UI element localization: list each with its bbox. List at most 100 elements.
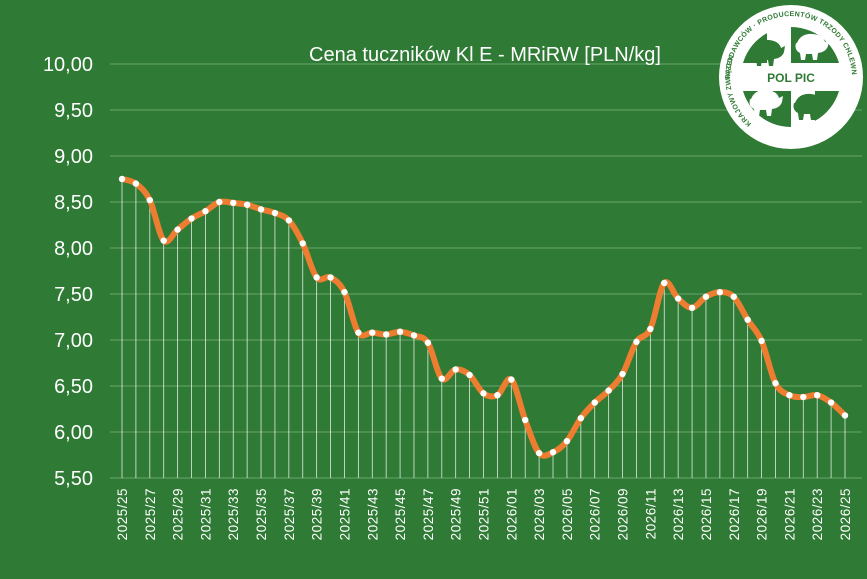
data-point bbox=[202, 208, 209, 215]
x-tick-label: 2025/51 bbox=[477, 488, 492, 540]
data-point bbox=[313, 274, 320, 281]
y-tick-label: 10,00 bbox=[43, 54, 93, 76]
data-point bbox=[577, 415, 585, 422]
x-tick-label: 2025/29 bbox=[171, 488, 186, 540]
x-tick-label: 2026/25 bbox=[838, 488, 853, 540]
x-tick-label: 2026/17 bbox=[727, 488, 742, 540]
x-tick-label: 2026/07 bbox=[588, 488, 603, 540]
y-tick-label: 5,50 bbox=[54, 468, 93, 490]
polpic-logo: POL PIC PRACODAWCÓW · PRODUCENTÓW TRZODY… bbox=[719, 5, 863, 149]
data-point bbox=[758, 337, 765, 345]
y-tick-label: 6,00 bbox=[54, 422, 93, 444]
chart-title: Cena tuczników Kl E - MRiRW [PLN/kg] bbox=[309, 44, 661, 66]
data-point bbox=[744, 316, 751, 323]
x-tick-label: 2026/01 bbox=[504, 488, 519, 540]
data-point bbox=[396, 328, 404, 335]
x-tick-label: 2025/47 bbox=[421, 488, 436, 540]
data-point bbox=[355, 329, 362, 336]
x-tick-label: 2025/39 bbox=[310, 488, 325, 540]
data-point bbox=[549, 449, 557, 456]
pig-icon-bottom-right bbox=[793, 93, 827, 120]
data-points bbox=[118, 175, 849, 457]
data-point bbox=[688, 304, 696, 311]
x-tick-label: 2025/35 bbox=[254, 488, 269, 540]
data-point bbox=[410, 332, 418, 339]
x-tick-label: 2026/23 bbox=[810, 488, 825, 540]
x-tick-label: 2025/25 bbox=[115, 488, 130, 540]
data-point bbox=[188, 215, 195, 222]
data-point bbox=[160, 237, 167, 244]
data-point bbox=[800, 393, 807, 401]
x-tick-label: 2026/09 bbox=[616, 488, 631, 540]
y-tick-label: 8,50 bbox=[54, 192, 93, 214]
x-tick-label: 2025/43 bbox=[365, 488, 380, 540]
data-point bbox=[633, 338, 640, 346]
data-point bbox=[494, 392, 501, 399]
x-tick-label: 2026/05 bbox=[560, 488, 575, 540]
y-tick-label: 9,50 bbox=[54, 100, 93, 122]
x-tick-label: 2025/49 bbox=[449, 488, 464, 540]
data-point bbox=[424, 339, 432, 346]
data-point bbox=[674, 295, 682, 302]
pig-icon-bottom-left bbox=[749, 89, 783, 116]
pig-icon-top-left bbox=[751, 39, 785, 66]
drop-lines bbox=[121, 179, 846, 478]
data-point bbox=[299, 240, 306, 247]
data-point bbox=[827, 399, 835, 406]
data-point bbox=[563, 438, 571, 445]
x-tick-label: 2025/41 bbox=[337, 488, 352, 540]
y-tick-label: 7,00 bbox=[54, 330, 93, 352]
data-point bbox=[327, 274, 334, 281]
x-tick-label: 2025/45 bbox=[393, 488, 408, 540]
y-tick-label: 9,00 bbox=[54, 146, 93, 168]
data-point bbox=[591, 399, 598, 406]
data-point bbox=[772, 380, 779, 387]
data-point bbox=[813, 392, 821, 399]
data-point bbox=[382, 331, 390, 338]
logo-band bbox=[741, 63, 841, 91]
x-axis-ticks: 2025/25 2025/27 2025/29 2025/31 2025/33 2025/… bbox=[115, 488, 853, 540]
data-point bbox=[257, 206, 265, 213]
y-tick-label: 7,50 bbox=[54, 284, 93, 306]
x-tick-label: 2026/11 bbox=[643, 488, 658, 539]
y-axis-ticks: 10,00 9,50 9,00 8,50 8,00 7,50 7,00 6,50 6,00 5,5… bbox=[43, 54, 93, 490]
x-tick-label: 2025/33 bbox=[226, 488, 241, 540]
data-point bbox=[661, 279, 668, 287]
x-tick-label: 2026/15 bbox=[699, 488, 714, 540]
data-point bbox=[841, 412, 849, 419]
data-point bbox=[605, 387, 612, 394]
data-point bbox=[480, 390, 487, 397]
data-point bbox=[132, 180, 140, 187]
x-tick-label: 2026/19 bbox=[755, 488, 770, 540]
data-point bbox=[438, 375, 445, 382]
y-tick-label: 8,00 bbox=[54, 238, 93, 260]
data-point bbox=[716, 288, 724, 296]
pig-icon-top-right bbox=[795, 33, 829, 60]
data-point bbox=[730, 293, 737, 300]
logo-center-text: POL PIC bbox=[767, 71, 815, 85]
data-point bbox=[216, 198, 223, 206]
data-point bbox=[369, 329, 376, 336]
data-point bbox=[146, 196, 154, 204]
data-point bbox=[619, 370, 626, 378]
data-point bbox=[786, 392, 793, 399]
data-point bbox=[174, 226, 181, 233]
data-point bbox=[243, 201, 251, 208]
data-point bbox=[647, 325, 654, 333]
data-point bbox=[271, 209, 279, 217]
data-point bbox=[535, 449, 543, 457]
x-tick-label: 2026/03 bbox=[532, 488, 547, 540]
data-point bbox=[522, 416, 529, 424]
data-point bbox=[230, 199, 237, 207]
data-point bbox=[285, 217, 293, 224]
x-tick-label: 2025/31 bbox=[198, 488, 213, 540]
data-point bbox=[452, 366, 459, 373]
x-tick-label: 2025/27 bbox=[143, 488, 158, 540]
x-tick-label: 2026/13 bbox=[671, 488, 686, 540]
data-point bbox=[702, 293, 710, 300]
data-point bbox=[341, 288, 348, 296]
y-tick-label: 6,50 bbox=[54, 376, 93, 398]
data-point bbox=[466, 371, 473, 379]
